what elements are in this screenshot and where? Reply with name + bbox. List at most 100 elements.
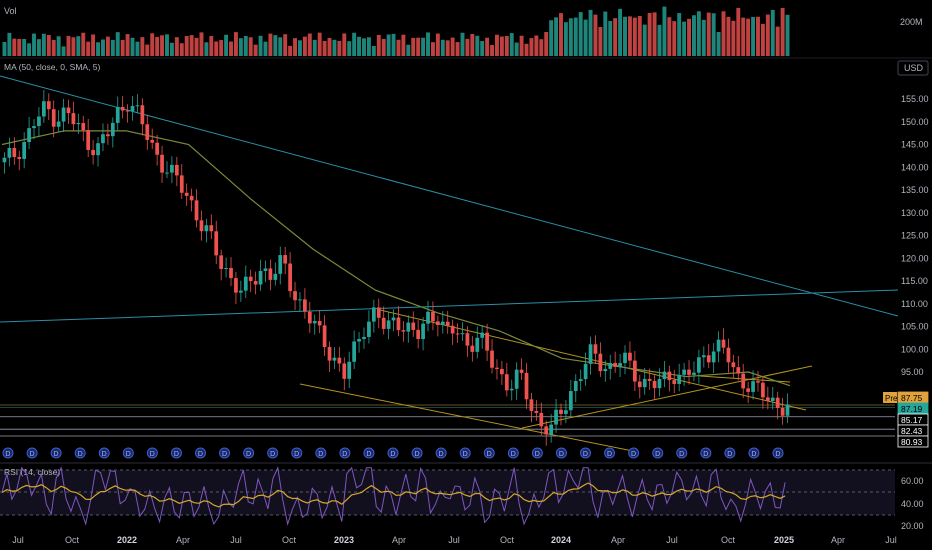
price-tick: 110.00: [901, 299, 928, 309]
volume-bar: [460, 32, 465, 56]
price-label-value: 87.19: [901, 404, 923, 414]
candle-body: [706, 355, 711, 363]
event-marker[interactable]: [219, 447, 231, 459]
volume-bar: [243, 35, 248, 56]
event-marker[interactable]: [700, 447, 712, 459]
candle-body: [2, 157, 7, 163]
event-marker[interactable]: [146, 447, 158, 459]
volume-bar: [495, 34, 499, 56]
volume-bar: [238, 38, 243, 56]
candle-body: [514, 369, 519, 389]
trendline-rising-support[interactable]: [521, 365, 813, 429]
candle-body: [179, 175, 184, 193]
volume-bar: [283, 34, 288, 56]
candle-body: [480, 332, 485, 338]
event-marker[interactable]: [98, 447, 110, 459]
event-marker[interactable]: [676, 447, 688, 459]
candle-body: [465, 333, 470, 346]
price-label-value: 87.75: [901, 393, 923, 403]
candle-body: [81, 123, 86, 131]
volume-bar: [682, 21, 687, 57]
volume-bar: [731, 20, 736, 56]
event-marker[interactable]: [483, 447, 495, 459]
volume-bar: [322, 40, 327, 56]
candle-body: [687, 369, 691, 375]
event-marker-symbol: D: [174, 451, 179, 458]
candle-body: [347, 361, 352, 379]
price-tick: 140.00: [901, 162, 929, 172]
candle-body: [613, 363, 618, 367]
event-marker[interactable]: [2, 447, 14, 459]
candle-body: [204, 225, 209, 232]
candle-body: [554, 409, 558, 425]
currency-button[interactable]: [897, 60, 929, 76]
event-marker[interactable]: [604, 447, 616, 459]
volume-bar: [36, 39, 41, 56]
rsi-tick-20: 20.00: [901, 521, 924, 531]
ma-legend: MA (50, close, 0, SMA, 5): [4, 62, 101, 72]
event-marker[interactable]: [772, 447, 784, 459]
time-tick: Jul: [885, 535, 897, 545]
event-marker[interactable]: [531, 447, 543, 459]
event-marker[interactable]: [411, 447, 423, 459]
time-tick: 2024: [551, 535, 571, 545]
trendline-descending-blue[interactable]: [0, 75, 899, 317]
event-marker[interactable]: [724, 447, 736, 459]
volume-bar: [2, 42, 7, 56]
volume-bar: [539, 39, 544, 56]
time-tick: Jul: [230, 535, 242, 545]
candle-body: [746, 388, 750, 392]
candle-body: [125, 110, 130, 112]
volume-bar: [726, 16, 731, 57]
event-marker[interactable]: [26, 447, 38, 459]
volume-bar: [440, 39, 445, 56]
volume-bar: [194, 37, 199, 56]
trendline-lower-channel[interactable]: [299, 383, 639, 453]
event-marker[interactable]: [628, 447, 640, 459]
candle-body: [509, 388, 514, 391]
event-marker[interactable]: [50, 447, 62, 459]
candle-body: [110, 122, 115, 137]
currency-label: USD: [904, 63, 924, 73]
candle-body: [174, 164, 179, 176]
event-marker[interactable]: [459, 447, 471, 459]
event-marker[interactable]: [170, 447, 182, 459]
volume-bar: [692, 15, 696, 56]
event-marker[interactable]: [267, 447, 279, 459]
event-marker[interactable]: [315, 447, 327, 459]
event-marker[interactable]: [339, 447, 351, 459]
event-marker[interactable]: [748, 447, 760, 459]
candle-body: [165, 172, 169, 174]
volume-bar: [115, 32, 120, 56]
event-marker[interactable]: [555, 447, 567, 459]
volume-bar: [559, 13, 563, 56]
time-tick: Apr: [611, 535, 625, 545]
trendline-horizontal-blue[interactable]: [0, 289, 899, 323]
event-marker[interactable]: [291, 447, 303, 459]
volume-bar: [470, 33, 475, 56]
ma-line: [1, 130, 791, 387]
candle-body: [770, 397, 775, 402]
event-marker[interactable]: [195, 447, 206, 459]
event-marker-symbol: D: [5, 451, 10, 458]
event-marker-symbol: D: [727, 451, 732, 458]
volume-bar: [687, 18, 691, 57]
volume-bar: [485, 37, 490, 56]
candle-body: [367, 321, 371, 337]
volume-bar: [430, 42, 435, 56]
volume-bar: [145, 44, 150, 56]
event-marker[interactable]: [507, 447, 519, 459]
event-marker-symbol: D: [535, 451, 540, 458]
event-marker[interactable]: [652, 447, 664, 459]
event-marker[interactable]: [243, 447, 255, 459]
event-marker[interactable]: [74, 447, 86, 459]
volume-bar: [86, 41, 91, 56]
volume-bar: [189, 35, 194, 56]
event-marker[interactable]: [387, 447, 399, 459]
candle-body: [7, 148, 12, 158]
event-marker[interactable]: [122, 447, 134, 459]
event-marker[interactable]: [435, 447, 447, 459]
event-marker[interactable]: [363, 447, 375, 459]
event-marker[interactable]: [580, 447, 591, 459]
volume-bar: [7, 32, 12, 56]
